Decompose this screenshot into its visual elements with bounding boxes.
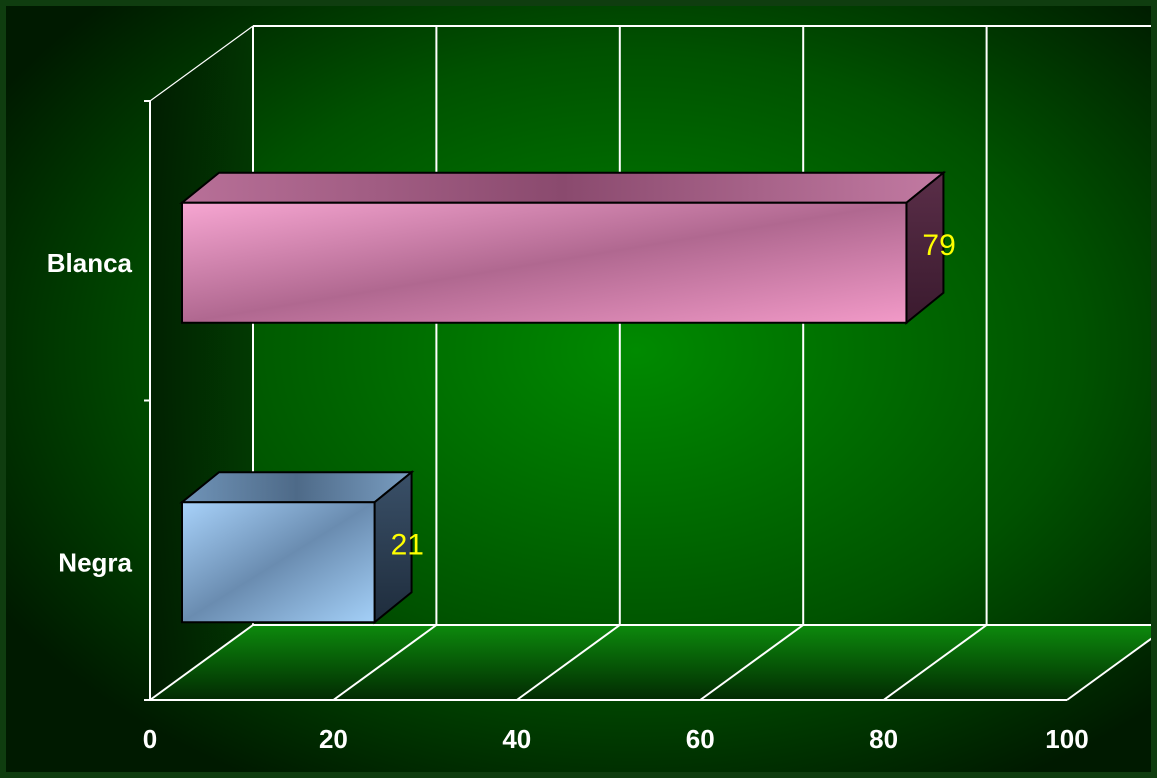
- side-wall-top-edge: [149, 25, 254, 102]
- bar-top-face: [179, 471, 415, 504]
- x-tick-label: 80: [869, 724, 898, 754]
- bar-front-face: [181, 201, 908, 324]
- x-tick-label: 60: [686, 724, 715, 754]
- bar-front-face: [181, 501, 376, 624]
- gridline-floor: [332, 624, 437, 701]
- data-label-negra: 21: [391, 528, 424, 561]
- bar-chart: 0 20 40 60 80 100 79 Blanca 21 Negra: [6, 6, 1151, 772]
- x-tick-label: 40: [502, 724, 531, 754]
- x-tick-label: 20: [319, 724, 348, 754]
- gridline-floor: [883, 624, 988, 701]
- bar-top-face: [179, 171, 947, 204]
- gridline-floor: [149, 624, 254, 701]
- category-label-negra: Negra: [58, 547, 132, 577]
- gridline-floor: [1066, 637, 1151, 701]
- bar-negra: [179, 470, 415, 625]
- chart-floor: [150, 625, 1151, 700]
- category-label-blanca: Blanca: [47, 248, 133, 278]
- gridline-floor: [699, 624, 804, 701]
- bar-blanca: [179, 170, 947, 325]
- x-tick-label: 100: [1045, 724, 1088, 754]
- gridline-floor: [516, 624, 621, 701]
- data-label-blanca: 79: [922, 229, 955, 262]
- x-tick-label: 0: [143, 724, 157, 754]
